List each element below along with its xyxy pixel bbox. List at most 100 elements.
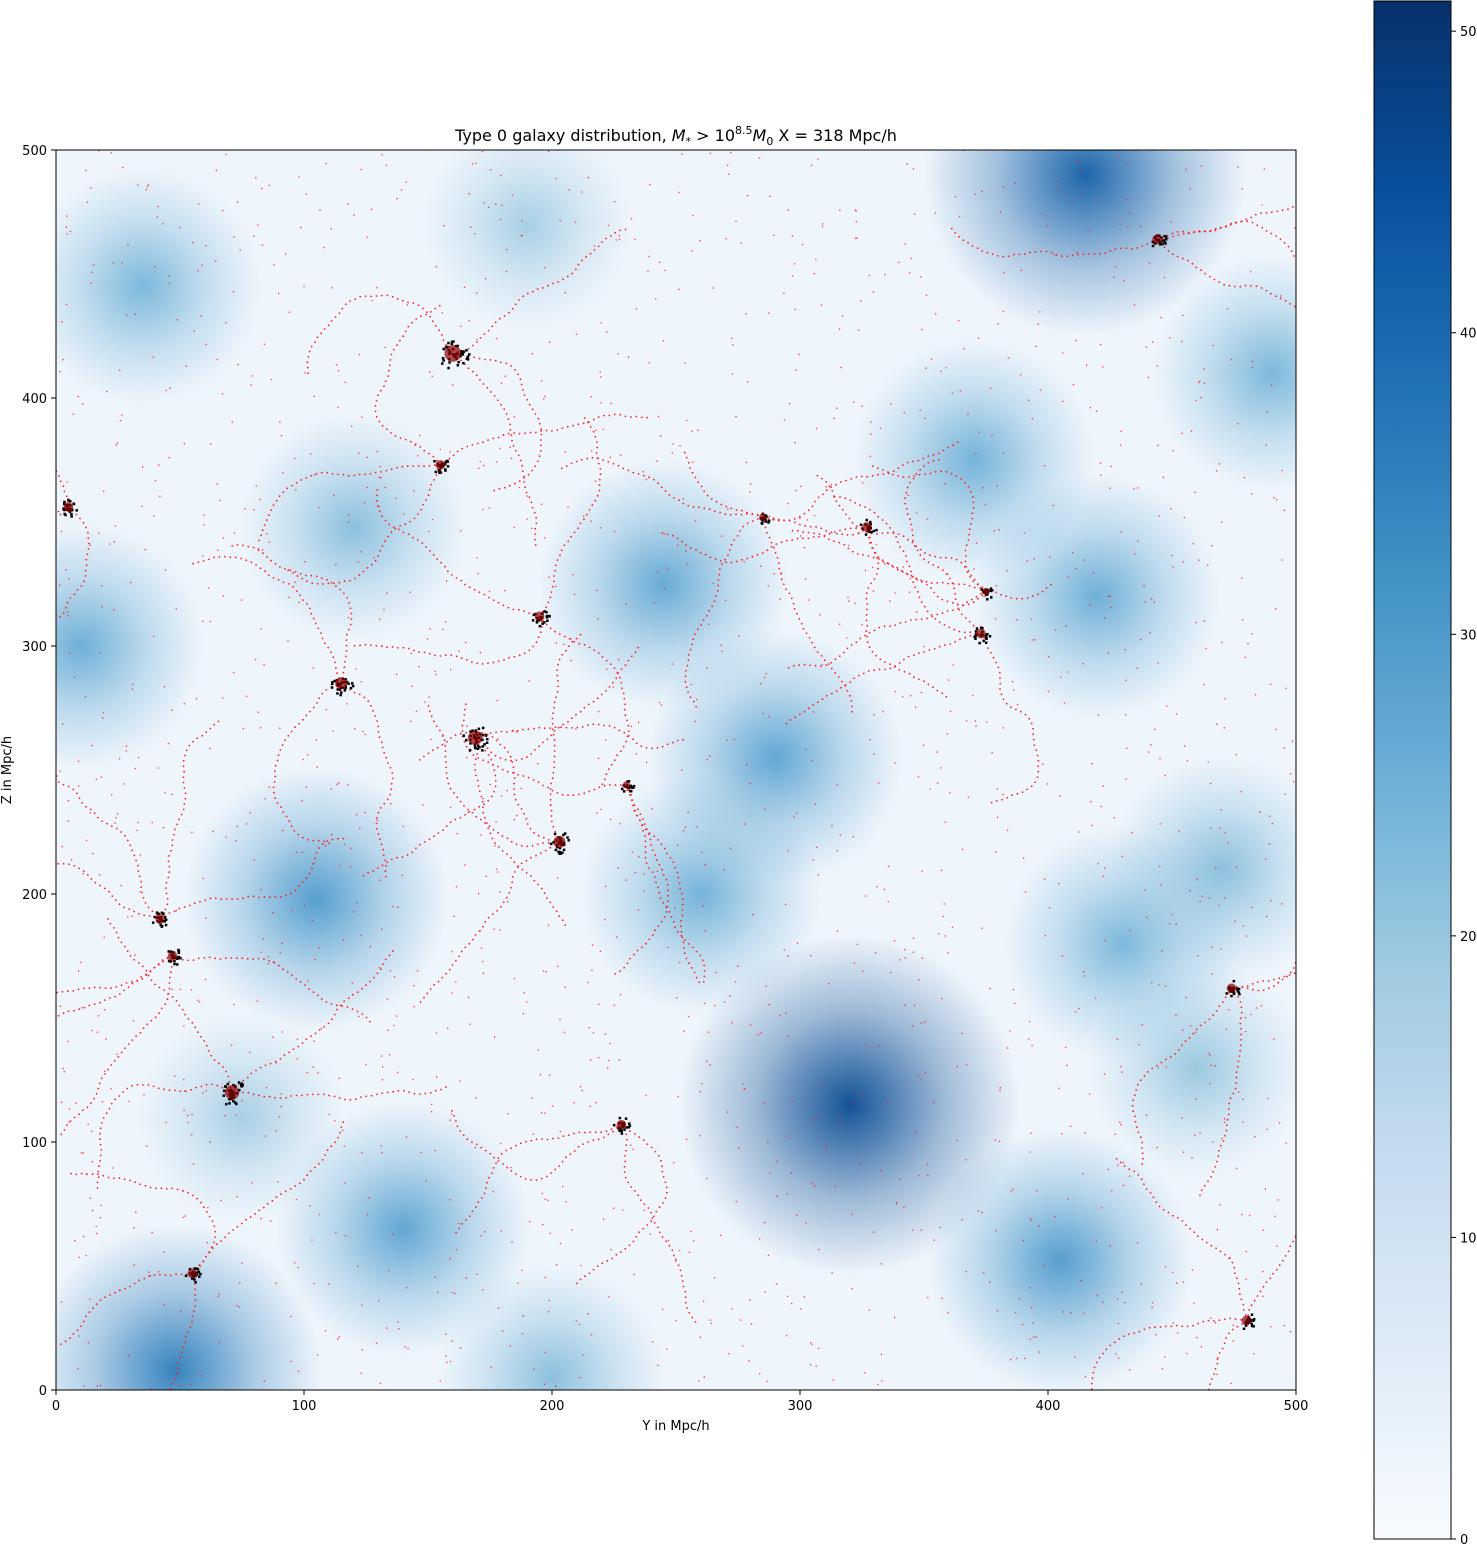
galaxy-point: [1077, 253, 1079, 256]
galaxy-point: [154, 983, 156, 986]
galaxy-point: [545, 970, 547, 973]
galaxy-point: [333, 1095, 336, 1098]
galaxy-point: [882, 561, 885, 563]
galaxy-point: [536, 762, 539, 765]
galaxy-point: [862, 970, 864, 973]
galaxy-point: [910, 574, 913, 577]
galaxy-point: [869, 738, 871, 741]
galaxy-point: [533, 511, 536, 514]
galaxy-point: [417, 465, 420, 467]
galaxy-point: [203, 957, 206, 959]
galaxy-point: [490, 795, 493, 798]
galaxy-point: [497, 1160, 500, 1162]
galaxy-point: [554, 1168, 557, 1171]
galaxy-point: [376, 450, 379, 453]
galaxy-point: [444, 744, 447, 747]
galaxy-point: [1230, 222, 1232, 225]
galaxy-point: [951, 926, 954, 929]
galaxy-point: [461, 1223, 463, 1225]
galaxy-point: [556, 877, 559, 879]
galaxy-point: [531, 408, 534, 411]
galaxy-point: [267, 955, 270, 958]
galaxy-point: [790, 1302, 793, 1305]
galaxy-point: [1083, 559, 1086, 561]
galaxy-point: [1117, 1357, 1120, 1360]
galaxy-point: [127, 986, 130, 989]
galaxy-point: [139, 1183, 142, 1186]
galaxy-point: [1165, 1058, 1167, 1061]
galaxy-point: [150, 1019, 153, 1022]
galaxy-point: [176, 318, 179, 321]
galaxy-point: [380, 928, 383, 930]
galaxy-point: [854, 502, 856, 504]
galaxy-point: [567, 721, 569, 723]
galaxy-point: [530, 753, 533, 755]
galaxy-point: [462, 719, 465, 722]
galaxy-point: [699, 239, 701, 242]
galaxy-point: [531, 506, 534, 509]
galaxy-point: [324, 844, 327, 847]
galaxy-point: [512, 772, 514, 774]
galaxy-point: [483, 593, 486, 596]
galaxy-point: [868, 631, 871, 634]
galaxy-point: [619, 970, 621, 973]
galaxy-point: [1128, 1369, 1131, 1371]
galaxy-point: [133, 1282, 136, 1285]
galaxy-point: [1016, 618, 1018, 621]
galaxy-point: [258, 896, 260, 899]
galaxy-point: [464, 864, 466, 866]
galaxy-point: [916, 578, 918, 581]
galaxy-point: [646, 1224, 649, 1226]
galaxy-point: [549, 798, 552, 801]
galaxy-point: [131, 1085, 134, 1087]
galaxy-point: [118, 369, 121, 372]
galaxy-point: [86, 553, 89, 556]
galaxy-point: [141, 505, 143, 508]
galaxy-point: [439, 1380, 442, 1382]
galaxy-point: [616, 754, 618, 757]
galaxy-point: [280, 806, 282, 808]
galaxy-point: [375, 295, 378, 297]
galaxy-point: [68, 863, 70, 866]
galaxy-point: [635, 742, 638, 745]
galaxy-point: [385, 428, 388, 431]
galaxy-point: [694, 633, 696, 635]
galaxy-point: [549, 846, 552, 849]
galaxy-point: [784, 903, 787, 906]
galaxy-point: [306, 1174, 309, 1177]
galaxy-point: [623, 698, 626, 700]
galaxy-point: [165, 881, 168, 884]
galaxy-point: [635, 814, 638, 817]
galaxy-point: [668, 494, 671, 496]
galaxy-point: [1209, 229, 1212, 232]
galaxy-point: [1267, 1097, 1269, 1100]
galaxy-point: [783, 292, 785, 295]
galaxy-point: [499, 891, 502, 893]
galaxy-point: [849, 499, 852, 501]
galaxy-point: [502, 1163, 504, 1165]
galaxy-point: [317, 627, 320, 630]
galaxy-point: [956, 441, 959, 443]
galaxy-point: [575, 460, 578, 463]
galaxy-point: [81, 1007, 83, 1009]
galaxy-point: [99, 1217, 102, 1219]
galaxy-point: [813, 1117, 816, 1119]
galaxy-point: [251, 1182, 253, 1184]
galaxy-point: [728, 1352, 730, 1355]
galaxy-point: [425, 1180, 428, 1182]
galaxy-point: [683, 952, 686, 955]
galaxy-point: [242, 727, 245, 730]
galaxy-point: [1234, 1318, 1237, 1321]
galaxy-point: [498, 317, 501, 320]
galaxy-point: [1090, 1382, 1093, 1385]
galaxy-point: [338, 1077, 341, 1079]
galaxy-point: [760, 1032, 762, 1034]
galaxy-point: [463, 714, 466, 716]
galaxy-point: [1028, 1286, 1031, 1289]
galaxy-point: [867, 555, 870, 557]
galaxy-point: [953, 587, 956, 590]
galaxy-point: [506, 853, 508, 856]
galaxy-point: [1230, 1382, 1232, 1385]
galaxy-point: [1096, 1361, 1098, 1364]
galaxy-point: [1006, 1047, 1009, 1049]
